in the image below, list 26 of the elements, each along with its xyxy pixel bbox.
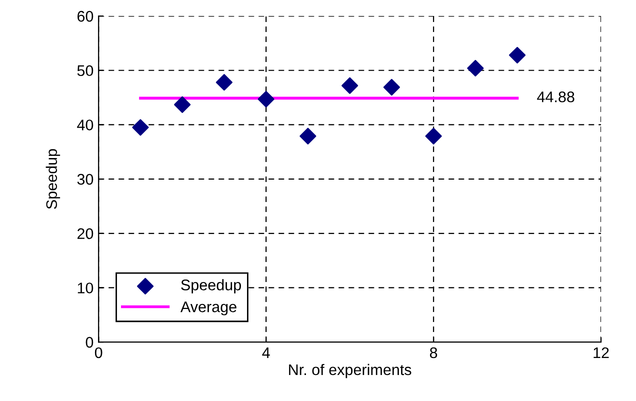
x-tick-label: 8: [430, 347, 438, 358]
point: [467, 60, 484, 77]
y-tick-label: 30: [77, 174, 94, 185]
point: [425, 128, 442, 144]
x-axis-title: Nr. of experiments: [289, 364, 412, 378]
point: [383, 78, 400, 96]
point: [132, 119, 149, 136]
y-tick-label: 10: [78, 282, 94, 294]
x-tick-label: 12: [594, 347, 609, 358]
legend-label: Average: [180, 302, 236, 316]
y-tick-label: 20: [77, 228, 94, 240]
x-tick-label: 0: [94, 347, 102, 358]
point: [342, 77, 358, 94]
y-tick-label: 40: [77, 120, 94, 130]
x-tick-label: 4: [262, 347, 270, 358]
y-tick-label: 50: [77, 65, 94, 76]
legend-label: Speedup: [181, 279, 241, 294]
point: [216, 74, 232, 91]
y-tick-label: 0: [86, 336, 94, 348]
y-axis-title: Speedup: [46, 149, 60, 209]
annotation: 44.88: [537, 91, 574, 102]
point: [300, 128, 316, 144]
point: [508, 46, 526, 64]
point: [174, 96, 191, 113]
y-tick-label: 60: [78, 10, 94, 22]
point: [258, 90, 274, 108]
